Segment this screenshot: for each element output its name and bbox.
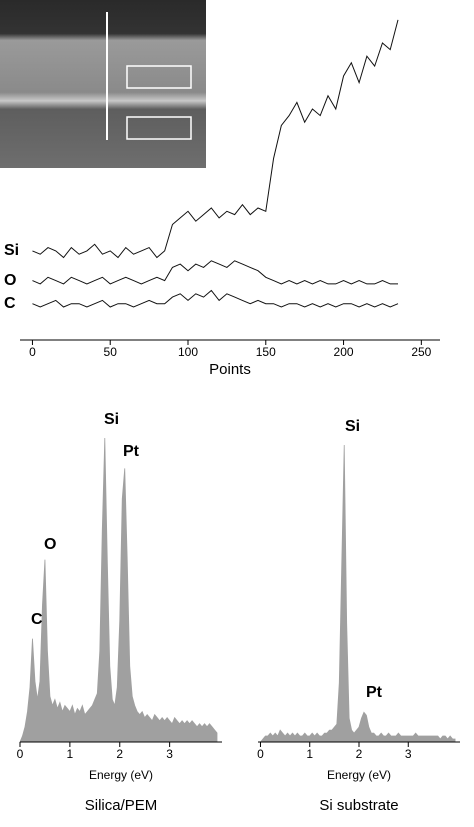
series-label: Si [4, 242, 19, 259]
peak-label: Si [345, 418, 360, 435]
series-label: C [4, 295, 16, 312]
x-tick-label: 2 [356, 747, 363, 761]
peak-label: Si [104, 411, 119, 428]
peak-label: C [31, 611, 43, 628]
series-label: O [4, 272, 16, 289]
profile-line [32, 260, 398, 285]
x-tick-label: 0 [257, 747, 264, 761]
caption: Si substrate [319, 797, 398, 814]
x-axis-label: Points [209, 361, 251, 378]
caption: Silica/PEM [85, 797, 158, 814]
spectrum-area [259, 444, 456, 743]
x-axis-label: Energy (eV) [89, 768, 153, 782]
x-tick-label: 1 [67, 747, 74, 761]
profile-line [32, 19, 399, 259]
x-tick-label: 50 [104, 345, 118, 359]
peak-label: Pt [366, 684, 383, 701]
peak-label: O [44, 536, 56, 553]
x-axis-label: Energy (eV) [327, 768, 391, 782]
x-tick-label: 3 [166, 747, 173, 761]
x-tick-label: 2 [116, 747, 123, 761]
spectrum-area [19, 437, 218, 743]
peak-label: Pt [123, 443, 140, 460]
x-tick-label: 0 [29, 345, 36, 359]
x-tick-label: 1 [306, 747, 313, 761]
x-tick-label: 150 [256, 345, 276, 359]
x-tick-label: 200 [334, 345, 354, 359]
x-tick-label: 0 [17, 747, 24, 761]
profile-line [32, 289, 399, 308]
x-tick-label: 3 [405, 747, 412, 761]
x-tick-label: 100 [178, 345, 198, 359]
x-tick-label: 250 [411, 345, 431, 359]
sem-inset [0, 0, 206, 168]
